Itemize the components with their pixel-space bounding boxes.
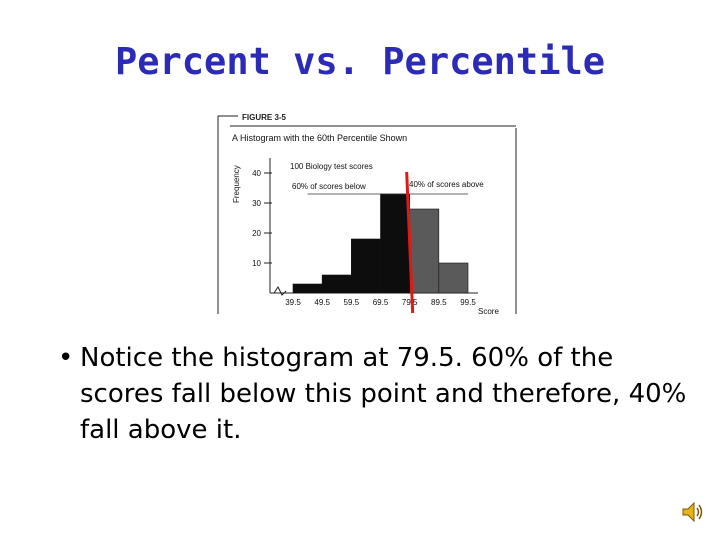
x-axis-label: Score bbox=[478, 307, 499, 316]
histogram-bar bbox=[409, 208, 440, 294]
slide-title: Percent vs. Percentile bbox=[114, 40, 606, 83]
axis-break bbox=[273, 286, 287, 296]
y-tick-label: 10 bbox=[252, 259, 261, 268]
histogram-bar bbox=[351, 238, 381, 294]
y-axis-label: Frequency bbox=[232, 165, 241, 203]
figure-label: FIGURE 3-5 bbox=[242, 113, 287, 122]
histogram-chart: FIGURE 3-5 A Histogram with the 60th Per… bbox=[217, 113, 517, 316]
below-label: 60% of scores below bbox=[292, 182, 366, 191]
annotation-label: 100 Biology test scores bbox=[290, 162, 373, 171]
bullet-text: Notice the histogram at 79.5. 60% of the… bbox=[80, 343, 687, 445]
above-label: 40% of scores above bbox=[409, 180, 484, 189]
y-tick-label: 40 bbox=[252, 169, 261, 178]
y-tick-label: 20 bbox=[252, 229, 261, 238]
histogram-figure: FIGURE 3-5 A Histogram with the 60th Per… bbox=[210, 106, 525, 328]
x-tick-label: 49.5 bbox=[314, 298, 330, 307]
speaker-icon[interactable] bbox=[681, 500, 705, 524]
chart-title: A Histogram with the 60th Percentile Sho… bbox=[232, 133, 407, 143]
histogram-bar bbox=[380, 193, 410, 294]
histogram-bar bbox=[438, 262, 469, 294]
x-tick-label: 99.5 bbox=[460, 298, 476, 307]
y-tick-label: 30 bbox=[252, 199, 261, 208]
histogram-bar bbox=[321, 274, 352, 294]
x-tick-label: 79.5 bbox=[402, 298, 418, 307]
histogram-bar bbox=[292, 283, 323, 294]
x-tick-label: 89.5 bbox=[431, 298, 447, 307]
x-tick-label: 69.5 bbox=[373, 298, 389, 307]
x-tick-label: 39.5 bbox=[285, 298, 301, 307]
bullet-marker: • bbox=[58, 343, 74, 373]
percentile-line bbox=[405, 171, 415, 314]
x-tick-label: 59.5 bbox=[344, 298, 360, 307]
